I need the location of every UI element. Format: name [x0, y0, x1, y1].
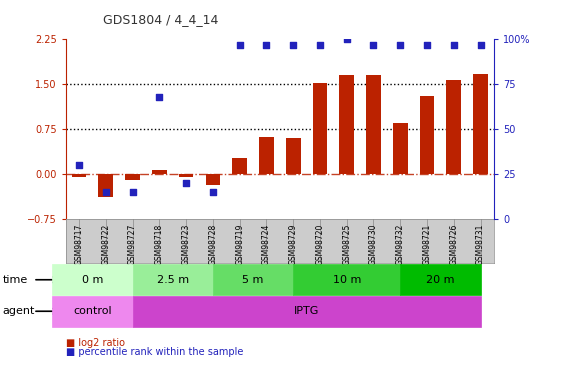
Bar [339, 75, 354, 174]
Point [182, 180, 191, 186]
Text: GSM98717: GSM98717 [75, 224, 83, 265]
Text: 0 m: 0 m [82, 275, 103, 285]
Point [476, 42, 485, 48]
Point [101, 189, 110, 195]
Bar [312, 83, 327, 174]
Text: agent: agent [3, 306, 35, 316]
Point [342, 36, 351, 42]
Bar [393, 123, 408, 174]
Text: GSM98723: GSM98723 [182, 224, 191, 265]
Point [315, 42, 324, 48]
Text: 2.5 m: 2.5 m [156, 275, 189, 285]
Point [449, 42, 459, 48]
Text: 10 m: 10 m [332, 275, 361, 285]
Text: GSM98725: GSM98725 [342, 224, 351, 265]
Bar [152, 170, 167, 174]
Point [423, 42, 432, 48]
Text: GSM98732: GSM98732 [396, 224, 405, 265]
Bar [206, 174, 220, 185]
Text: ■ log2 ratio: ■ log2 ratio [66, 338, 124, 348]
Bar [420, 96, 435, 174]
Text: GSM98722: GSM98722 [101, 224, 110, 265]
Text: GSM98731: GSM98731 [476, 224, 485, 265]
Point [128, 189, 137, 195]
Bar [72, 174, 86, 177]
Text: GSM98719: GSM98719 [235, 224, 244, 265]
Point [288, 42, 297, 48]
Point [262, 42, 271, 48]
Bar [286, 138, 300, 174]
Bar [179, 174, 194, 177]
Text: GSM98720: GSM98720 [315, 224, 324, 265]
Bar [447, 80, 461, 174]
Point [208, 189, 218, 195]
Point [155, 94, 164, 100]
Bar [98, 174, 113, 197]
Text: 20 m: 20 m [426, 275, 455, 285]
Text: 5 m: 5 m [242, 275, 264, 285]
Text: IPTG: IPTG [294, 306, 319, 316]
Text: time: time [3, 275, 28, 285]
Text: control: control [73, 306, 112, 316]
Text: GSM98727: GSM98727 [128, 224, 137, 265]
Text: GDS1804 / 4_4_14: GDS1804 / 4_4_14 [103, 13, 218, 26]
Point [396, 42, 405, 48]
Point [74, 162, 83, 168]
Bar [259, 137, 274, 174]
Text: GSM98718: GSM98718 [155, 224, 164, 265]
Text: GSM98724: GSM98724 [262, 224, 271, 265]
Point [235, 42, 244, 48]
Text: GSM98721: GSM98721 [423, 224, 432, 265]
Bar [232, 158, 247, 174]
Bar [125, 174, 140, 180]
Text: GSM98726: GSM98726 [449, 224, 459, 265]
Text: GSM98730: GSM98730 [369, 224, 378, 265]
Text: GSM98729: GSM98729 [289, 224, 297, 265]
Bar [366, 75, 381, 174]
Text: ■ percentile rank within the sample: ■ percentile rank within the sample [66, 347, 243, 357]
Text: GSM98728: GSM98728 [208, 224, 218, 265]
Point [369, 42, 378, 48]
Bar [473, 74, 488, 174]
